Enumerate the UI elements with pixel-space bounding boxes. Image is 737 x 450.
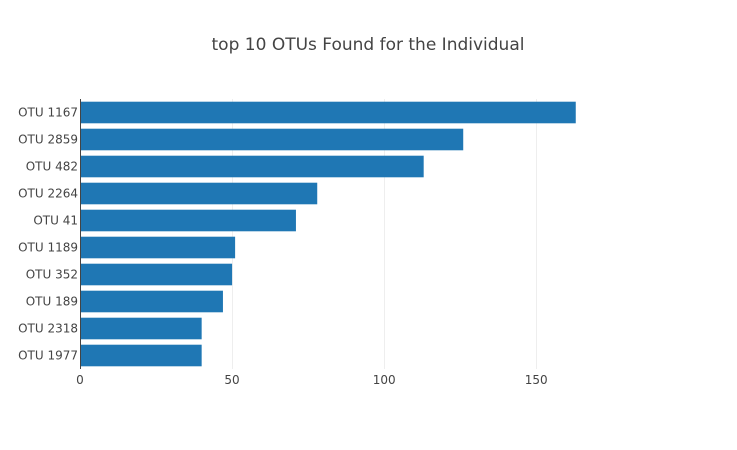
bar[interactable] [80, 209, 296, 232]
x-tick-label: 0 [76, 373, 84, 387]
y-tick-label: OTU 41 [33, 214, 78, 228]
bars [80, 101, 576, 367]
y-tick-label: OTU 2264 [18, 187, 78, 201]
y-tick-label: OTU 1189 [18, 241, 78, 255]
y-tick-label: OTU 352 [26, 268, 78, 282]
y-tick-label: OTU 1167 [18, 106, 78, 120]
y-tick-label: OTU 482 [26, 160, 78, 174]
bar[interactable] [80, 344, 202, 367]
x-tick-label: 50 [224, 373, 239, 387]
bar[interactable] [80, 236, 236, 259]
y-tick-label: OTU 1977 [18, 349, 78, 363]
bar[interactable] [80, 290, 223, 313]
x-tick-label: 100 [373, 373, 396, 387]
x-axis: 0 50 100 150 [76, 99, 548, 387]
bar[interactable] [80, 317, 202, 340]
bar[interactable] [80, 155, 424, 178]
y-axis: OTU 1167 OTU 2859 OTU 482 OTU 2264 OTU 41 OTU… [18, 106, 78, 363]
y-tick-label: OTU 189 [26, 295, 78, 309]
chart-title: top 10 OTUs Found for the Individual [212, 35, 525, 55]
x-tick-label: 150 [525, 373, 548, 387]
bar[interactable] [80, 263, 233, 286]
bar[interactable] [80, 182, 318, 205]
y-tick-label: OTU 2318 [18, 322, 78, 336]
bar[interactable] [80, 128, 464, 151]
bar[interactable] [80, 101, 576, 124]
y-tick-label: OTU 2859 [18, 133, 78, 147]
